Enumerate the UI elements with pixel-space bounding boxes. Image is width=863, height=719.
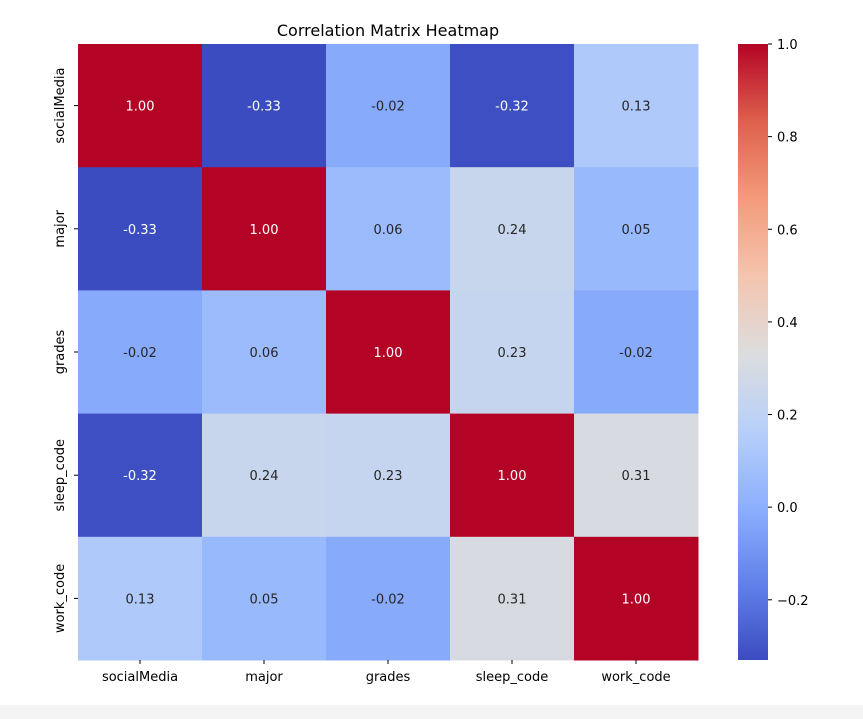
colorbar-tick-label: 1.0 (777, 38, 798, 53)
colorbar-tick-label: 0.6 (777, 223, 798, 238)
y-tick-label: socialMedia (53, 68, 68, 144)
x-axis: socialMedia major grades sleep_code work_cod… (102, 660, 671, 685)
cell-annotation: 0.05 (622, 223, 651, 238)
cell-annotation: -0.32 (495, 100, 529, 115)
x-tick-label: sleep_code (476, 670, 548, 685)
cell-annotation: 0.06 (250, 346, 279, 361)
heatmap-cell (326, 167, 451, 291)
cell-annotation: 0.13 (126, 592, 155, 607)
chart-title: Correlation Matrix Heatmap (277, 21, 499, 40)
cell-annotation: -0.33 (123, 223, 157, 238)
heatmap-cell (574, 44, 699, 168)
heatmap-cell (202, 167, 327, 291)
y-tick-label: work_code (53, 564, 68, 633)
cell-annotation: 0.13 (622, 100, 651, 115)
heatmap-cell (78, 413, 203, 538)
cell-annotation: 0.23 (374, 469, 403, 484)
heatmap-cell (78, 167, 203, 291)
heatmap-cell (202, 413, 327, 538)
cell-annotation: 0.31 (622, 469, 651, 484)
colorbar-tick-label: 0.2 (777, 409, 798, 424)
y-tick-label: sleep_code (53, 439, 68, 511)
heatmap-cell (450, 167, 575, 291)
heatmap-cell (326, 290, 451, 415)
heatmap-cell (78, 536, 203, 661)
cell-annotation: -0.02 (371, 100, 405, 115)
y-axis: socialMedia major grades sleep_code work_cod… (53, 68, 78, 633)
x-tick-label: socialMedia (102, 670, 178, 685)
heatmap-cell (574, 290, 699, 415)
cell-annotation: 0.24 (250, 469, 279, 484)
cell-annotation: 0.06 (374, 223, 403, 238)
window-bottom-band (0, 705, 863, 719)
cell-annotation: -0.33 (247, 100, 281, 115)
heatmap-annotations: 1.00 -0.33 -0.02 -0.32 0.13 -0.33 1.00 0.06 0.24… (123, 100, 653, 608)
colorbar: 1.0 0.8 0.6 0.4 0.2 0.0 −0.2 (738, 38, 809, 660)
x-tick-label: major (245, 670, 283, 685)
cell-annotation: 0.23 (498, 346, 527, 361)
cell-annotation: 0.05 (250, 592, 279, 607)
cell-annotation: -0.02 (371, 592, 405, 607)
heatmap-cells (78, 44, 699, 661)
heatmap-cell (326, 413, 451, 538)
cell-annotation: 1.00 (374, 346, 403, 361)
y-tick-label: grades (53, 329, 68, 374)
cell-annotation: -0.32 (123, 469, 157, 484)
x-tick-label: work_code (601, 670, 670, 685)
cell-annotation: 1.00 (622, 592, 651, 607)
heatmap-cell (202, 536, 327, 661)
heatmap-cell (326, 44, 451, 168)
heatmap-cell (78, 44, 203, 168)
cell-annotation: 0.31 (498, 592, 527, 607)
y-tick-label: major (53, 209, 68, 247)
heatmap-cell (574, 167, 699, 291)
cell-annotation: 0.24 (498, 223, 527, 238)
cell-annotation: -0.02 (619, 346, 653, 361)
colorbar-tick-label: 0.0 (777, 501, 798, 516)
colorbar-tick-label: 0.4 (777, 316, 798, 331)
heatmap-cell (202, 290, 327, 415)
heatmap-cell (202, 44, 327, 168)
heatmap-cell (574, 413, 699, 538)
heatmap-cell (574, 536, 699, 661)
cell-annotation: 1.00 (250, 223, 279, 238)
x-tick-label: grades (366, 670, 411, 685)
heatmap-cell (450, 536, 575, 661)
cell-annotation: -0.02 (123, 346, 157, 361)
colorbar-gradient (738, 44, 768, 660)
heatmap-cell (450, 290, 575, 415)
heatmap-cell (450, 413, 575, 538)
heatmap-cell (326, 536, 451, 661)
colorbar-tick-label: 0.8 (777, 131, 798, 146)
colorbar-tick-label: −0.2 (777, 594, 809, 609)
cell-annotation: 1.00 (126, 100, 155, 115)
heatmap-cell (450, 44, 575, 168)
cell-annotation: 1.00 (498, 469, 527, 484)
heatmap-cell (78, 290, 203, 415)
